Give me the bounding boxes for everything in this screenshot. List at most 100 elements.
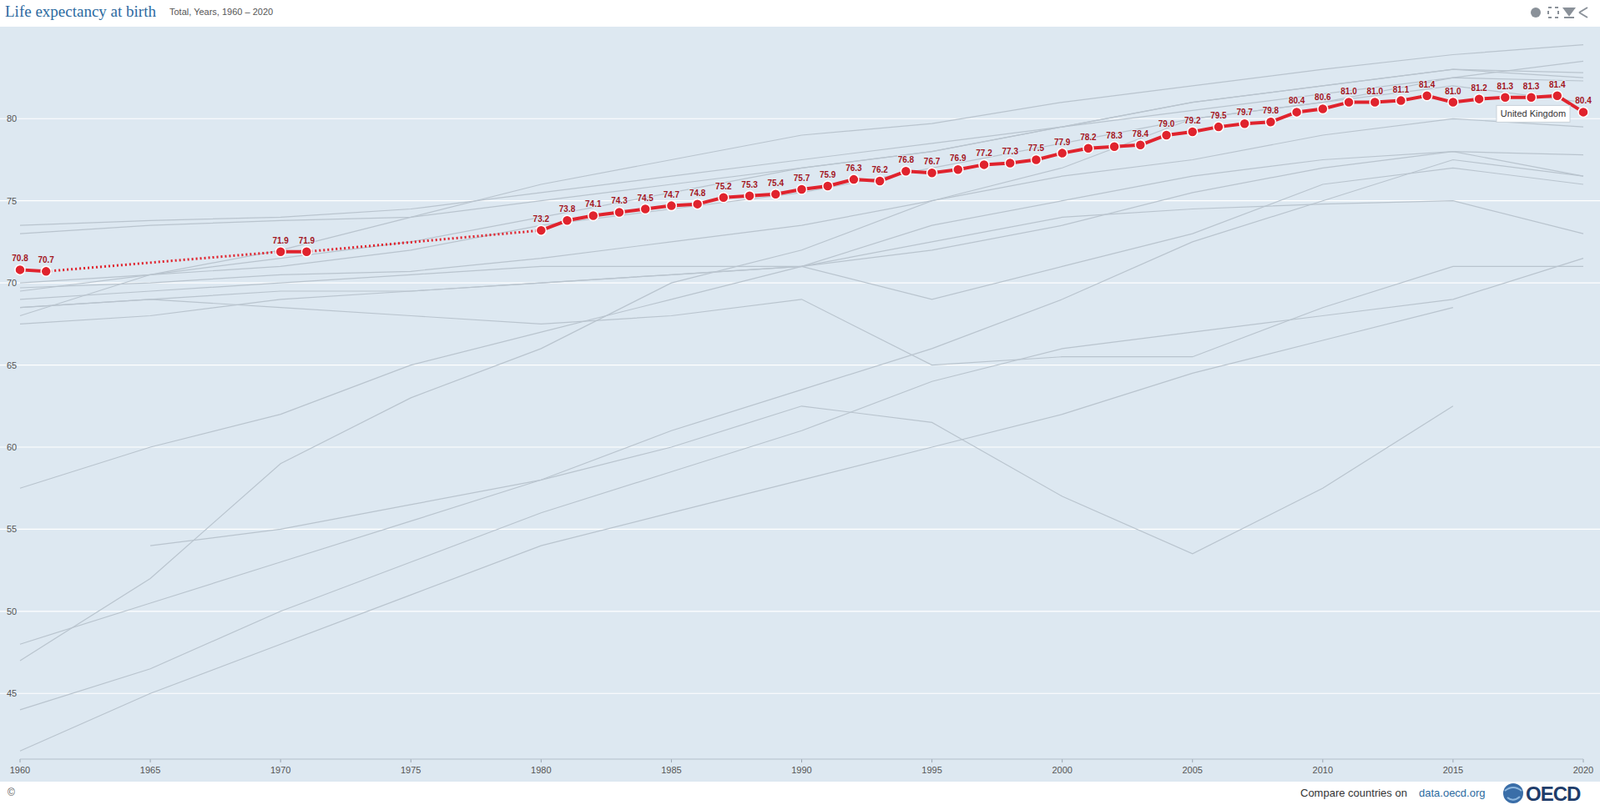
line-segment — [306, 230, 541, 253]
country-line — [20, 151, 1584, 325]
line-segment — [45, 252, 281, 273]
data-point — [1448, 97, 1459, 108]
grid-line — [0, 529, 1600, 530]
data-label: 74.5 — [636, 193, 654, 203]
data-point — [900, 166, 911, 177]
data-point — [614, 206, 625, 218]
data-label: 81.1 — [1393, 85, 1410, 95]
data-label: 79.5 — [1210, 111, 1227, 121]
grid-line — [0, 118, 1600, 120]
data-label: 81.4 — [1418, 80, 1436, 90]
data-label: 81.3 — [1497, 81, 1515, 91]
data-point — [1317, 103, 1328, 114]
data-point — [1030, 154, 1041, 165]
data-point — [1343, 97, 1354, 108]
data-point — [1422, 90, 1433, 101]
grid-line — [0, 446, 1600, 448]
data-point — [1239, 118, 1250, 129]
data-label: 81.2 — [1470, 83, 1488, 93]
data-point — [1578, 106, 1589, 117]
plot-background — [0, 26, 1600, 783]
y-tick-label: 50 — [6, 606, 17, 617]
source-link[interactable]: data.oecd.org — [1418, 787, 1486, 800]
x-tick-label: 2005 — [1182, 765, 1203, 776]
globe — [1503, 783, 1524, 804]
data-label: 76.2 — [871, 165, 889, 175]
data-label: 75.9 — [819, 170, 837, 180]
data-label: 81.3 — [1523, 81, 1540, 91]
data-point — [301, 247, 312, 258]
data-label: 77.9 — [1054, 137, 1071, 147]
data-point — [718, 192, 729, 203]
x-tick — [671, 759, 672, 763]
x-tick — [280, 759, 282, 763]
country-line — [20, 69, 1584, 292]
data-point — [822, 181, 833, 192]
toolbar-icons — [1530, 7, 1588, 18]
data-label: 80.6 — [1314, 92, 1332, 102]
x-tick — [1061, 759, 1063, 763]
country-line — [20, 69, 1584, 226]
x-tick-label: 2010 — [1312, 765, 1333, 776]
country-line — [20, 151, 1584, 300]
x-tick-label: 1995 — [921, 765, 942, 776]
data-point — [1526, 92, 1537, 103]
grid-line — [0, 200, 1600, 202]
data-label: 71.9 — [298, 236, 316, 246]
share-icon[interactable] — [1579, 7, 1588, 18]
data-label: 78.2 — [1080, 132, 1097, 142]
data-label: 81.0 — [1367, 86, 1384, 96]
data-point — [15, 264, 26, 275]
country-line — [20, 307, 1454, 753]
grid-line — [0, 610, 1600, 612]
chart: Life expectancy at birthTotal, Years, 19… — [0, 0, 1600, 805]
data-label: 78.3 — [1105, 131, 1123, 141]
data-label: 77.3 — [1001, 146, 1019, 157]
data-point — [1057, 148, 1068, 159]
data-label: 76.7 — [923, 156, 941, 167]
data-point — [535, 225, 546, 236]
highlight-series — [15, 90, 1589, 278]
data-label: 75.3 — [741, 180, 758, 190]
data-point — [1499, 92, 1510, 103]
info-icon[interactable] — [1530, 7, 1541, 18]
data-label: 73.8 — [559, 204, 576, 214]
x-tick — [150, 759, 152, 763]
expand-icon[interactable] — [1548, 7, 1559, 18]
data-label: 79.7 — [1236, 107, 1253, 117]
y-tick-label: 55 — [6, 524, 17, 535]
x-tick — [801, 759, 803, 763]
logo: OECD — [1525, 782, 1581, 805]
x-tick — [410, 759, 412, 763]
data-point — [1473, 94, 1484, 105]
data-point — [1004, 157, 1015, 168]
data-label: 76.3 — [845, 163, 863, 173]
data-point — [927, 167, 938, 178]
data-point — [1292, 106, 1303, 117]
data-point — [562, 215, 573, 226]
data-label: 76.9 — [949, 153, 967, 163]
y-tick-label: 65 — [6, 360, 17, 371]
data-label: 73.2 — [533, 214, 551, 224]
data-label: 71.9 — [272, 236, 289, 246]
x-tick — [1322, 759, 1323, 763]
x-tick — [20, 759, 21, 763]
y-tick-label: 60 — [6, 442, 17, 453]
x-tick-label: 2020 — [1573, 765, 1594, 776]
data-label: 74.7 — [663, 190, 681, 200]
title: Life expectancy at birth — [5, 2, 157, 21]
data-label: 75.4 — [767, 178, 785, 188]
copyright: © — [7, 787, 16, 799]
data-point — [1109, 141, 1120, 152]
data-label: 77.5 — [1028, 143, 1045, 153]
data-label: 81.0 — [1444, 86, 1462, 96]
marks — [15, 45, 1589, 753]
country-line — [20, 201, 1584, 490]
data-label: 74.1 — [585, 199, 602, 209]
data-point — [1369, 97, 1380, 108]
country-line — [20, 258, 1584, 711]
download-icon[interactable] — [1564, 8, 1575, 18]
data-point — [1135, 140, 1146, 151]
data-label: 81.0 — [1340, 86, 1358, 96]
data-label: 80.4 — [1574, 95, 1592, 106]
